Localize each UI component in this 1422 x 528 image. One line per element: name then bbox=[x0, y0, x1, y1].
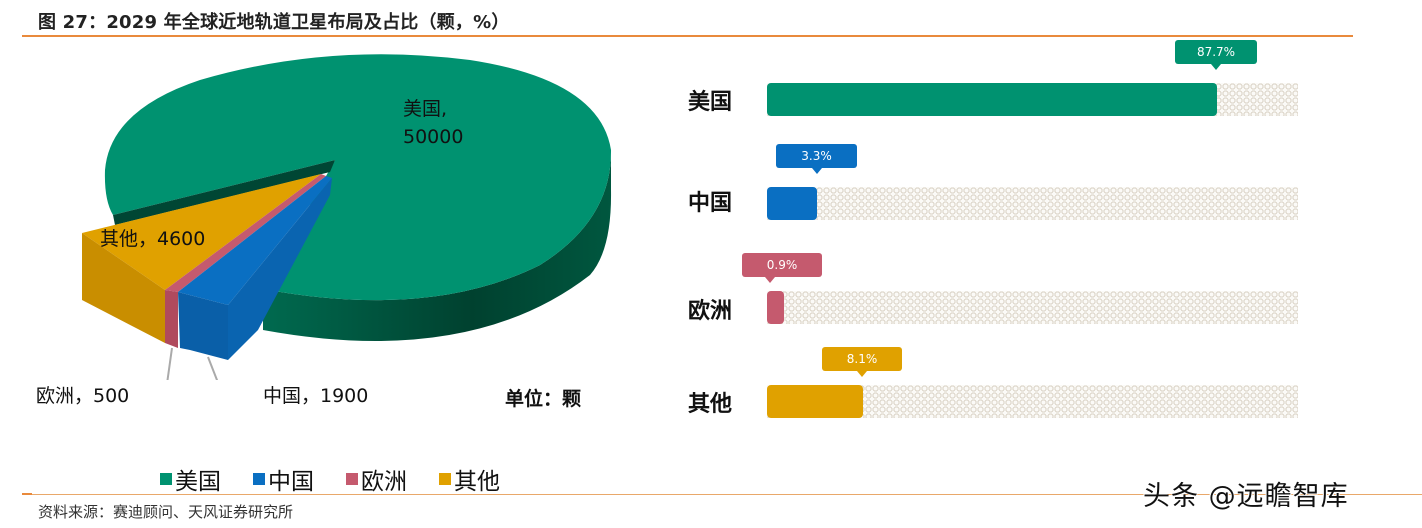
bar-callout-other: 8.1% bbox=[822, 347, 902, 371]
pie-label-europe: 欧洲，500 bbox=[36, 385, 130, 407]
legend-swatch-china bbox=[253, 473, 265, 485]
title-divider bbox=[22, 35, 1353, 37]
legend-swatch-usa bbox=[160, 473, 172, 485]
unit-label: 单位：颗 bbox=[505, 388, 582, 410]
source-divider-tick bbox=[22, 493, 32, 495]
bar-track-china bbox=[767, 187, 1298, 220]
chart-title: 图 27：2029 年全球近地轨道卫星布局及占比（颗，%） bbox=[38, 12, 510, 33]
pie-label-usa-name: 美国, bbox=[403, 98, 448, 120]
pie-slice-europe[interactable] bbox=[165, 174, 326, 292]
watermark: 头条 @远瞻智库 bbox=[1143, 481, 1349, 512]
pie-slice-china[interactable] bbox=[178, 176, 332, 305]
source-divider bbox=[22, 494, 1422, 495]
legend-swatch-europe bbox=[346, 473, 358, 485]
legend-label: 其他 bbox=[454, 469, 500, 495]
legend-item-europe[interactable]: 欧洲 bbox=[346, 462, 407, 496]
bar-callout-usa: 87.7% bbox=[1175, 40, 1257, 64]
legend-item-usa[interactable]: 美国 bbox=[160, 462, 221, 496]
legend-swatch-other bbox=[439, 473, 451, 485]
bar-category-usa: 美国 bbox=[688, 90, 733, 115]
pie-chart bbox=[82, 54, 612, 380]
pie-slice-usa[interactable] bbox=[104, 54, 612, 301]
bar-fill-usa[interactable] bbox=[767, 83, 1217, 116]
bar-track-europe bbox=[767, 291, 1298, 324]
legend-label: 中国 bbox=[268, 469, 314, 495]
bar-callout-china: 3.3% bbox=[776, 144, 857, 168]
bar-value-china: 3.3% bbox=[801, 149, 832, 163]
bar-callout-europe: 0.9% bbox=[742, 253, 822, 277]
bar-value-other: 8.1% bbox=[846, 352, 878, 366]
bar-value-europe: 0.9% bbox=[766, 258, 798, 272]
pie-slice-other[interactable] bbox=[82, 174, 321, 290]
source-note: 资料来源：赛迪顾问、天风证券研究所 bbox=[38, 503, 294, 521]
legend-item-china[interactable]: 中国 bbox=[253, 462, 314, 496]
bar-category-other: 其他 bbox=[688, 392, 733, 417]
bar-category-china: 中国 bbox=[688, 191, 733, 216]
legend-label: 欧洲 bbox=[361, 469, 407, 495]
legend-label: 美国 bbox=[175, 469, 221, 495]
bar-value-usa: 87.7% bbox=[1196, 45, 1236, 59]
bar-fill-other[interactable] bbox=[767, 385, 863, 418]
bar-category-europe: 欧洲 bbox=[688, 299, 733, 324]
pie-label-other: 其他，4600 bbox=[100, 228, 206, 250]
pie-label-china: 中国，1900 bbox=[263, 385, 369, 407]
bar-fill-europe[interactable] bbox=[767, 291, 784, 324]
bar-fill-china[interactable] bbox=[767, 187, 817, 220]
legend-item-other[interactable]: 其他 bbox=[439, 462, 500, 496]
pie-label-usa-value: 50000 bbox=[403, 126, 464, 148]
legend: 美国 中国 欧洲 其他 bbox=[160, 462, 500, 496]
pie-slice-usa-side bbox=[263, 150, 612, 342]
